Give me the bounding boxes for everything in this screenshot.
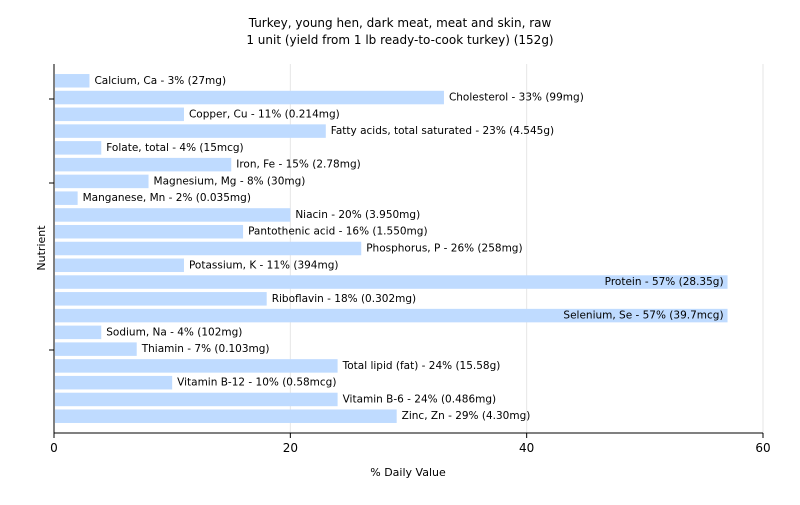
bar — [55, 375, 173, 390]
bars: Calcium, Ca - 3% (27mg) Cholesterol - 33%… — [55, 74, 728, 423]
x-tick-label: 40 — [519, 441, 534, 455]
bar-label: Riboflavin - 18% (0.302mg) — [272, 293, 416, 305]
bar-label: Fatty acids, total saturated - 23% (4.54… — [331, 125, 554, 137]
bar-label: Zinc, Zn - 29% (4.30mg) — [402, 410, 531, 422]
bar — [55, 292, 267, 306]
chart-subtitle: 1 unit (yield from 1 lb ready-to-cook tu… — [246, 33, 553, 47]
bar-label: Total lipid (fat) - 24% (15.58g) — [342, 360, 501, 372]
bar — [55, 124, 326, 138]
bar — [55, 392, 338, 407]
bar-label: Cholesterol - 33% (99mg) — [449, 92, 584, 104]
bar — [55, 157, 232, 172]
bar-label: Niacin - 20% (3.950mg) — [295, 209, 420, 221]
bar-label: Calcium, Ca - 3% (27mg) — [94, 75, 226, 87]
bar-label: Copper, Cu - 11% (0.214mg) — [189, 108, 340, 120]
x-tick-label: 20 — [283, 441, 298, 455]
bar — [55, 90, 444, 105]
y-axis-label: Nutrient — [35, 225, 48, 271]
bar — [55, 342, 137, 356]
x-tick-label: 60 — [755, 441, 770, 455]
bar-label: Vitamin B-6 - 24% (0.486mg) — [343, 393, 497, 405]
bar — [55, 174, 149, 189]
bar — [55, 359, 338, 373]
axes: 0 20 40 60 — [49, 64, 771, 455]
bar — [55, 241, 362, 256]
bar — [55, 224, 244, 239]
bar — [55, 308, 728, 323]
bar-label: Sodium, Na - 4% (102mg) — [106, 326, 242, 338]
bar-label: Thiamin - 7% (0.103mg) — [141, 343, 270, 355]
bar-label: Iron, Fe - 15% (2.78mg) — [236, 159, 360, 171]
bar — [55, 325, 102, 340]
bar-label: Selenium, Se - 57% (39.7mcg) — [563, 310, 723, 322]
bar — [55, 409, 397, 423]
bar-label: Folate, total - 4% (15mcg) — [106, 142, 243, 154]
bar-label: Pantothenic acid - 16% (1.550mg) — [248, 226, 427, 238]
bar — [55, 74, 90, 88]
bar — [55, 275, 728, 289]
bar — [55, 141, 102, 155]
bar-label: Potassium, K - 11% (394mg) — [189, 259, 339, 271]
bar-label: Phosphorus, P - 26% (258mg) — [366, 243, 522, 255]
bar-label: Magnesium, Mg - 8% (30mg) — [154, 175, 306, 187]
bar — [55, 208, 291, 222]
x-axis-label: % Daily Value — [370, 466, 446, 479]
bar-label: Manganese, Mn - 2% (0.035mg) — [83, 192, 251, 204]
bar — [55, 258, 184, 273]
x-tick-label: 0 — [50, 441, 58, 455]
bar-label: Protein - 57% (28.35g) — [605, 276, 724, 288]
bar — [55, 107, 184, 122]
bar-label: Vitamin B-12 - 10% (0.58mcg) — [177, 377, 336, 389]
chart-title: Turkey, young hen, dark meat, meat and s… — [248, 16, 552, 30]
bar — [55, 191, 78, 205]
